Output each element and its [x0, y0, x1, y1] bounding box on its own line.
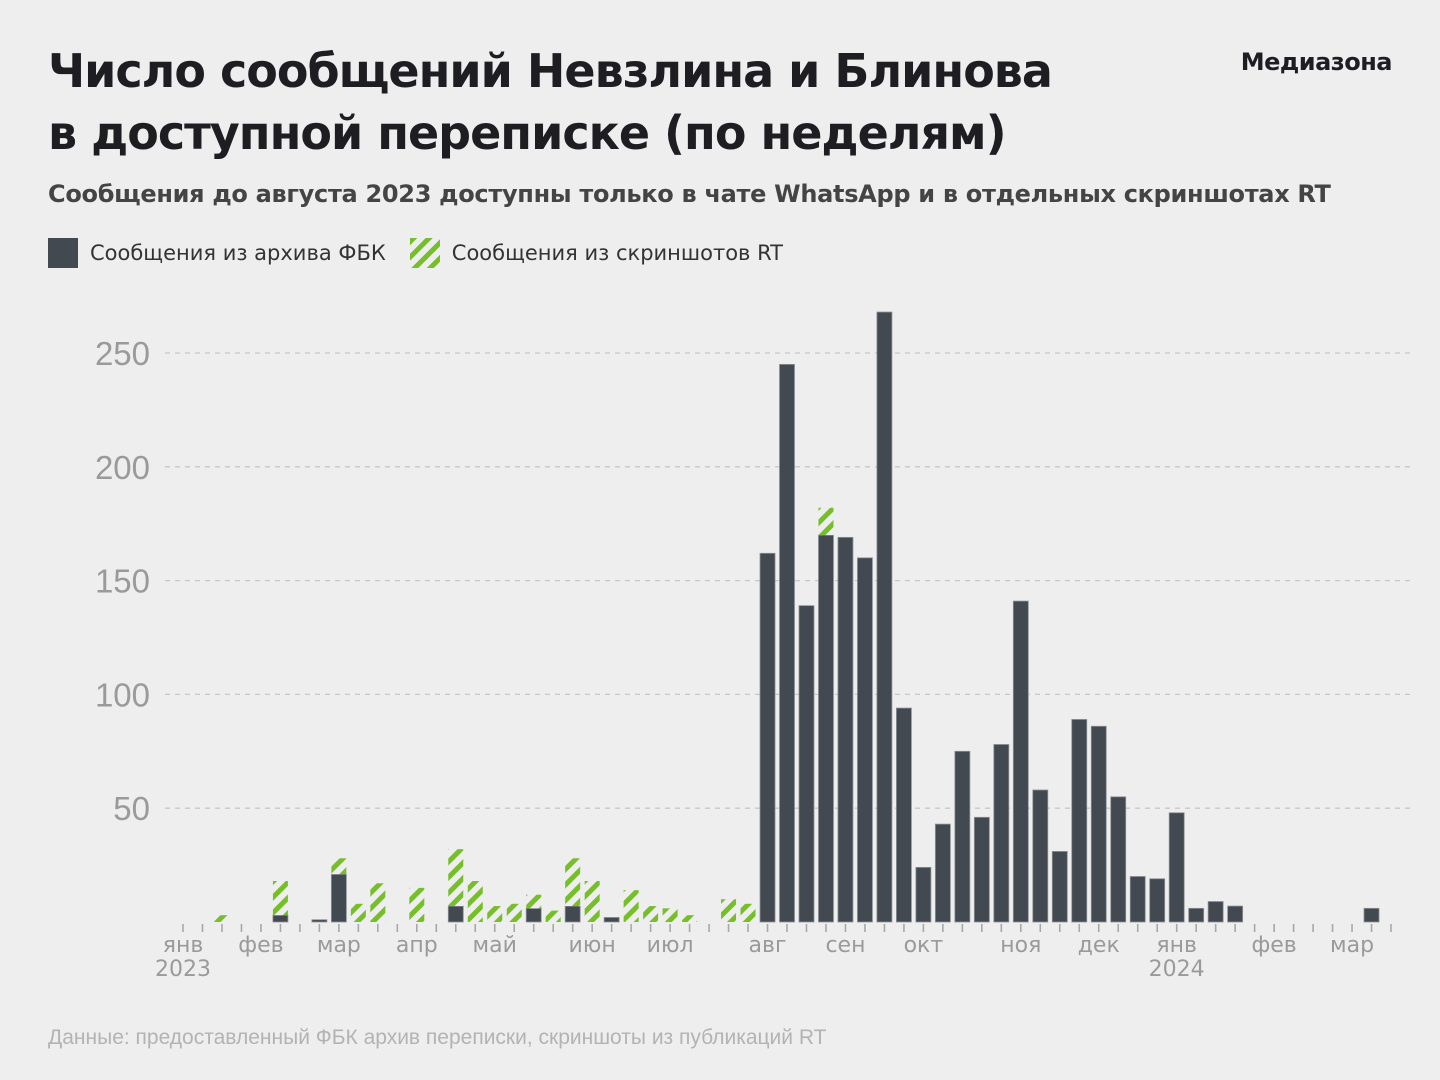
bar-fbk-week-38 — [915, 866, 932, 923]
bar-fbk-week-20 — [564, 905, 581, 923]
bar-fbk-week-30 — [759, 552, 776, 923]
chart-subtitle: Сообщения до августа 2023 доступны тольк… — [48, 180, 1331, 208]
bar-fbk-week-42 — [993, 744, 1010, 923]
legend-item-rt: Сообщения из скриншотов RT — [409, 238, 783, 268]
bar-fbk-week-52 — [1188, 907, 1205, 923]
x-month-label: май — [473, 933, 517, 958]
bar-fbk-week-39 — [934, 823, 951, 923]
x-month-label: окт — [904, 933, 944, 958]
bar-rt-week-26 — [682, 915, 698, 922]
grid-layer: 50 100 150 200 250 — [95, 335, 1410, 827]
bar-rt-week-12 — [409, 887, 425, 922]
y-tick-label: 50 — [113, 790, 150, 827]
legend: Сообщения из архива ФБК Сообщения из скр… — [48, 238, 795, 268]
bar-fbk-week-50 — [1149, 878, 1166, 923]
bar-fbk-week-34 — [837, 536, 854, 923]
bar-fbk-week-32 — [798, 605, 815, 923]
x-month-label: янв — [163, 933, 204, 958]
bar-rt-week-24 — [643, 906, 659, 922]
bars-layer — [214, 311, 1380, 923]
bar-rt-week-28 — [721, 899, 737, 922]
bar-fbk-week-33 — [818, 534, 834, 923]
bar-fbk-week-49 — [1129, 876, 1146, 923]
x-month-label: ноя — [1000, 933, 1041, 958]
y-tick-label: 150 — [95, 563, 150, 600]
y-tick-label: 100 — [95, 676, 150, 713]
y-tick-label: 250 — [95, 335, 150, 372]
bar-rt-week-15 — [467, 881, 483, 922]
x-month-label: фев — [238, 933, 283, 958]
legend-label-fbk: Сообщения из архива ФБК — [90, 241, 386, 265]
bar-rt-week-20 — [565, 858, 581, 907]
bar-rt-week-5 — [272, 881, 288, 916]
bar-fbk-week-18 — [525, 907, 542, 923]
bar-rt-week-9 — [350, 903, 366, 922]
x-month-label: янв — [1156, 933, 1197, 958]
bar-rt-week-25 — [662, 908, 678, 922]
x-month-label: июн — [569, 933, 616, 958]
legend-swatch-fbk — [48, 238, 78, 268]
bar-rt-week-2 — [214, 915, 230, 922]
x-month-label: сен — [825, 933, 865, 958]
x-year-label: 2024 — [1149, 957, 1205, 982]
bar-fbk-week-5 — [272, 914, 289, 923]
bar-rt-week-18 — [526, 894, 542, 909]
x-month-label: фев — [1251, 933, 1296, 958]
title-line-2: в доступной переписке (по неделям) — [48, 106, 1007, 160]
bar-rt-week-10 — [370, 883, 386, 922]
bar-fbk-week-35 — [857, 557, 873, 923]
bar-fbk-week-46 — [1071, 719, 1088, 923]
bar-fbk-week-45 — [1051, 851, 1068, 923]
bar-rt-week-19 — [545, 910, 561, 922]
bar-rt-week-16 — [487, 906, 503, 922]
x-month-label: мар — [1330, 933, 1374, 958]
bar-rt-week-17 — [506, 903, 522, 922]
bar-rt-week-21 — [584, 881, 600, 922]
bar-fbk-week-61 — [1363, 907, 1380, 923]
title-line-1: Число сообщений Невзлина и Блинова — [48, 44, 1053, 98]
x-month-label: июл — [647, 933, 694, 958]
chart-title: Число сообщений Невзлина и Блинова в дос… — [48, 40, 1148, 164]
bar-rt-week-8 — [331, 858, 347, 875]
bar-fbk-week-14 — [447, 905, 464, 923]
bar-fbk-week-22 — [603, 917, 620, 923]
bar-fbk-week-37 — [896, 707, 912, 923]
legend-swatch-rt — [409, 238, 440, 268]
bar-fbk-week-8 — [330, 873, 347, 923]
bar-fbk-week-40 — [954, 750, 971, 923]
bar-fbk-week-36 — [876, 311, 893, 923]
x-month-label: апр — [396, 933, 438, 958]
bar-fbk-week-7 — [311, 919, 328, 923]
bar-fbk-week-48 — [1110, 796, 1127, 923]
bar-fbk-week-54 — [1227, 905, 1244, 923]
bar-fbk-week-44 — [1032, 789, 1049, 923]
data-source-note: Данные: предоставленный ФБК архив перепи… — [48, 1026, 827, 1049]
y-tick-label: 200 — [95, 449, 150, 486]
bar-fbk-week-51 — [1168, 812, 1185, 923]
bar-fbk-week-31 — [779, 363, 795, 923]
x-year-label: 2023 — [155, 957, 211, 982]
x-month-label: мар — [317, 933, 361, 958]
x-month-label: авг — [749, 933, 787, 958]
bar-rt-week-23 — [623, 890, 639, 922]
bar-rt-week-33 — [818, 507, 834, 536]
bar-fbk-week-41 — [973, 816, 990, 923]
bar-fbk-week-47 — [1090, 725, 1107, 923]
mediazona-logo: Медиазона — [1240, 48, 1393, 76]
legend-label-rt: Сообщения из скриншотов RT — [451, 241, 783, 265]
legend-item-fbk: Сообщения из архива ФБК — [48, 238, 386, 268]
bar-rt-week-14 — [448, 849, 464, 907]
x-month-label: дек — [1078, 933, 1120, 958]
bar-fbk-week-53 — [1207, 901, 1224, 923]
bar-rt-week-29 — [740, 903, 756, 922]
bar-fbk-week-43 — [1012, 600, 1029, 923]
